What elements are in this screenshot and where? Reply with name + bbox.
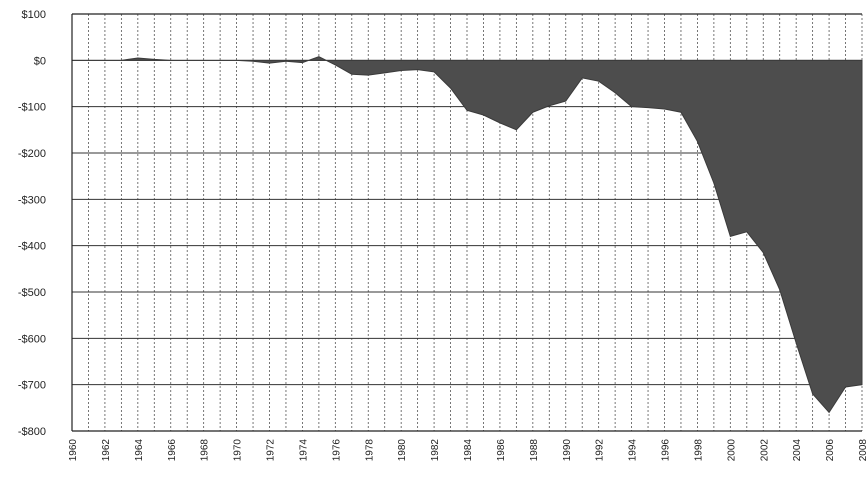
- x-tick-label: 1986: [496, 439, 507, 462]
- y-tick-label: $0: [34, 55, 46, 67]
- x-tick-label: 2002: [759, 439, 770, 462]
- y-tick-label: -$600: [18, 333, 46, 345]
- x-tick-label: 1962: [101, 439, 112, 462]
- x-tick-label: 1994: [628, 439, 639, 462]
- x-tick-label: 2004: [792, 439, 803, 462]
- x-tick-label: 1988: [529, 439, 540, 462]
- y-tick-label: -$700: [18, 380, 46, 392]
- y-tick-label: -$100: [18, 102, 46, 114]
- y-tick-label: -$200: [18, 148, 46, 160]
- x-tick-label: 1964: [134, 439, 145, 462]
- x-tick-label: 2006: [825, 439, 836, 462]
- x-tick-label: 1984: [463, 439, 474, 462]
- y-tick-label: -$400: [18, 241, 46, 253]
- x-tick-label: 1968: [200, 439, 211, 462]
- x-tick-label: 1974: [298, 439, 309, 462]
- y-tick-label: -$500: [18, 287, 46, 299]
- x-tick-label: 1966: [167, 439, 178, 462]
- x-tick-label: 1996: [661, 439, 672, 462]
- x-tick-label: 1978: [364, 439, 375, 462]
- x-tick-label: 1960: [68, 439, 79, 462]
- x-tick-label: 2008: [858, 439, 868, 462]
- x-tick-label: 1976: [331, 439, 342, 462]
- x-tick-labels: 1960 1962 1964 1966 1968 1970 1972 1974 1976 1978…: [68, 439, 868, 462]
- deficit-area-series: [71, 56, 863, 414]
- y-tick-labels: $100 $0 -$100 -$200 -$300 -$400 -$500 -$600 -$70…: [18, 9, 46, 438]
- x-tick-label: 1980: [397, 439, 408, 462]
- x-tick-label: 1970: [233, 439, 244, 462]
- x-tick-label: 1972: [266, 439, 277, 462]
- x-tick-label: 1990: [562, 439, 573, 462]
- x-tick-label: 1992: [595, 439, 606, 462]
- y-tick-label: -$800: [18, 426, 46, 438]
- x-tick-label: 1998: [693, 439, 704, 462]
- y-tick-label: $100: [22, 9, 46, 21]
- x-tick-label: 2000: [726, 439, 737, 462]
- y-tick-label: -$300: [18, 194, 46, 206]
- x-tick-label: 1982: [430, 439, 441, 462]
- axes: [71, 13, 862, 432]
